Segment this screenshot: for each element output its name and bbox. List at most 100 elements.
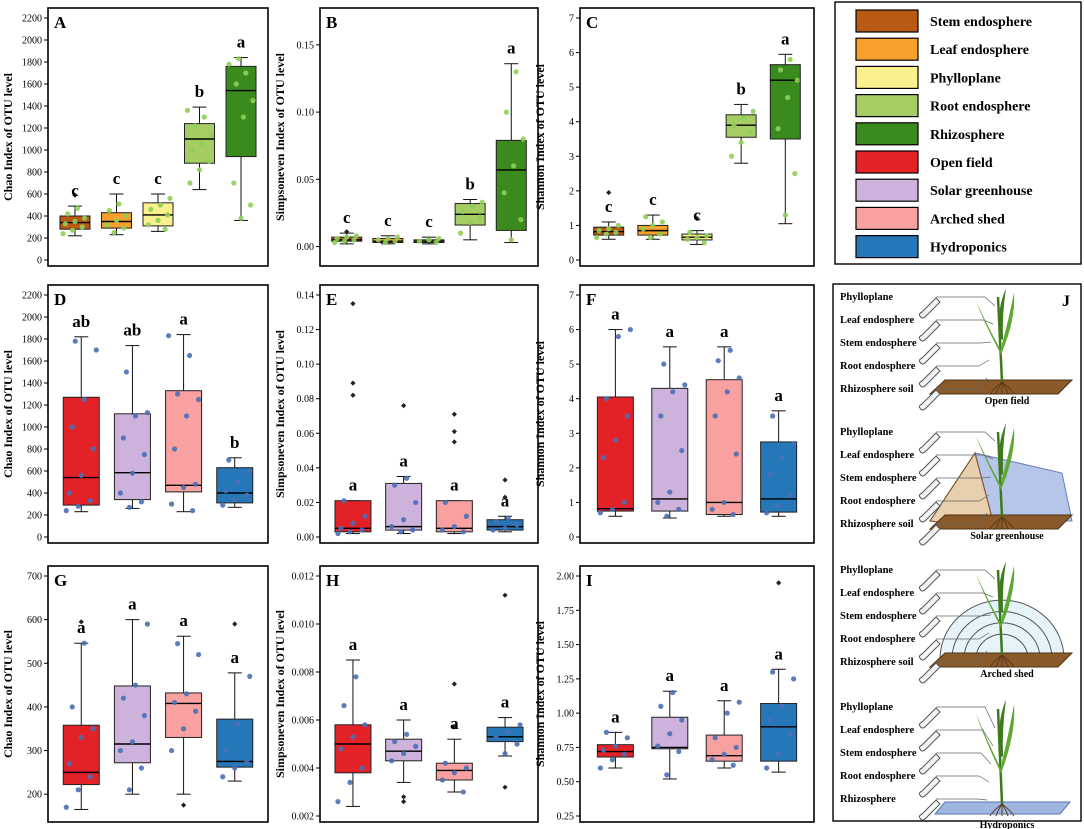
data-point: [791, 441, 797, 447]
data-point: [66, 761, 72, 767]
y-tick-label: 800: [27, 445, 42, 456]
y-tick-label: 0.05: [297, 175, 315, 186]
data-point: [776, 503, 782, 509]
box-arched-shed: a: [705, 676, 743, 769]
data-point: [606, 226, 612, 232]
plant-leaf: [976, 574, 1002, 630]
y-axis-label: Simpsoneven Index of OTU level: [273, 329, 287, 498]
y-tick-label: 0.25: [557, 812, 575, 823]
plant-leaf: [998, 561, 1006, 613]
box-leaf-endosphere: c: [100, 169, 132, 236]
box-iqr: [62, 724, 100, 786]
legend-swatch: [855, 150, 919, 174]
data-point: [782, 212, 788, 218]
box-arched-shed: a: [165, 310, 203, 514]
y-tick-label: 0.012: [292, 572, 315, 583]
significance-letter: b: [195, 82, 204, 101]
y-tick-label: 2200: [22, 14, 42, 25]
y-axis-label: Chao Index of OTU level: [1, 349, 15, 478]
data-point: [612, 743, 618, 749]
significance-letter: a: [774, 386, 783, 405]
data-point: [658, 703, 664, 709]
data-point: [362, 722, 368, 728]
pointer-line: [936, 494, 990, 502]
significance-letter: b: [230, 433, 239, 452]
data-point: [442, 499, 448, 506]
data-point: [78, 472, 84, 478]
data-point: [603, 729, 609, 735]
pointer-line: [936, 377, 988, 390]
plant-leaf: [1002, 292, 1015, 353]
data-point: [171, 699, 178, 706]
diagram-label: Stem endosphere: [840, 338, 917, 349]
data-point: [347, 529, 353, 535]
sample-tube-icon: [918, 707, 941, 729]
data-point: [442, 760, 448, 766]
data-point: [426, 237, 432, 243]
data-point: [712, 735, 718, 741]
data-point: [247, 468, 253, 474]
y-tick-label: 0: [37, 533, 42, 544]
box-arched-shed: a: [705, 322, 743, 518]
data-point: [90, 446, 96, 452]
data-point: [167, 195, 173, 201]
pointer-line: [936, 632, 990, 640]
data-point: [493, 734, 499, 740]
data-point: [676, 748, 682, 755]
data-point: [596, 228, 602, 234]
legend-label: Solar greenhouse: [930, 184, 1033, 199]
plant-root: [1001, 654, 1015, 668]
y-tick-label: 200: [27, 234, 42, 245]
data-point: [460, 209, 466, 215]
plant-leaf: [1002, 565, 1015, 626]
data-point: [144, 621, 151, 627]
diagram-label: Rhizosphere soil: [840, 384, 914, 395]
significance-letter: a: [179, 310, 188, 329]
box-solar-greenhouse: ab: [113, 321, 151, 510]
diagram-label: Rhizosphere soil: [840, 657, 914, 668]
y-tick-label: 0.04: [297, 463, 315, 474]
y-tick-label: 0: [37, 256, 42, 267]
data-point: [120, 435, 127, 441]
diagram-label: Stem endosphere: [840, 473, 917, 484]
data-point: [132, 682, 139, 688]
data-point: [113, 217, 120, 223]
significance-letter: c: [649, 190, 657, 209]
pointer-line: [936, 569, 996, 580]
y-tick-label: 1: [569, 498, 574, 509]
data-point: [250, 97, 256, 104]
box-iqr: [165, 692, 203, 738]
sample-tube-icon: [918, 366, 941, 388]
y-axis-label: Chao Index of OTU level: [1, 629, 15, 758]
data-point: [479, 199, 485, 205]
data-point: [392, 482, 398, 488]
data-point: [123, 213, 129, 219]
sample-tube-icon: [918, 432, 941, 454]
data-point: [350, 520, 356, 526]
y-tick-label: 5: [569, 83, 574, 94]
data-point: [777, 67, 784, 73]
y-tick-label: 0.75: [557, 743, 575, 754]
box-phylloplane: c: [142, 169, 174, 232]
data-point: [508, 237, 514, 243]
data-point: [794, 77, 800, 83]
box-iqr: [225, 65, 257, 158]
data-point: [184, 107, 191, 113]
legend-swatch: [855, 9, 919, 33]
box-arched-shed: a: [435, 411, 473, 535]
data-point: [138, 499, 145, 505]
y-tick-label: 3: [569, 152, 574, 163]
data-point: [467, 219, 473, 225]
data-point: [69, 704, 75, 710]
data-point: [670, 689, 676, 696]
y-tick-label: 1.00: [557, 709, 575, 720]
data-point: [640, 226, 646, 232]
significance-letter: c: [605, 197, 613, 216]
diagram-label: Root endosphere: [840, 496, 916, 507]
box-solar-greenhouse: a: [385, 695, 423, 805]
chart-panel-g: 200 300 400 500 600 700 Chao Index of OTU leve…: [1, 565, 269, 823]
data-point: [401, 517, 407, 523]
outlier-point: [502, 477, 508, 483]
outlier-point: [451, 681, 457, 687]
outlier-point: [72, 192, 78, 198]
